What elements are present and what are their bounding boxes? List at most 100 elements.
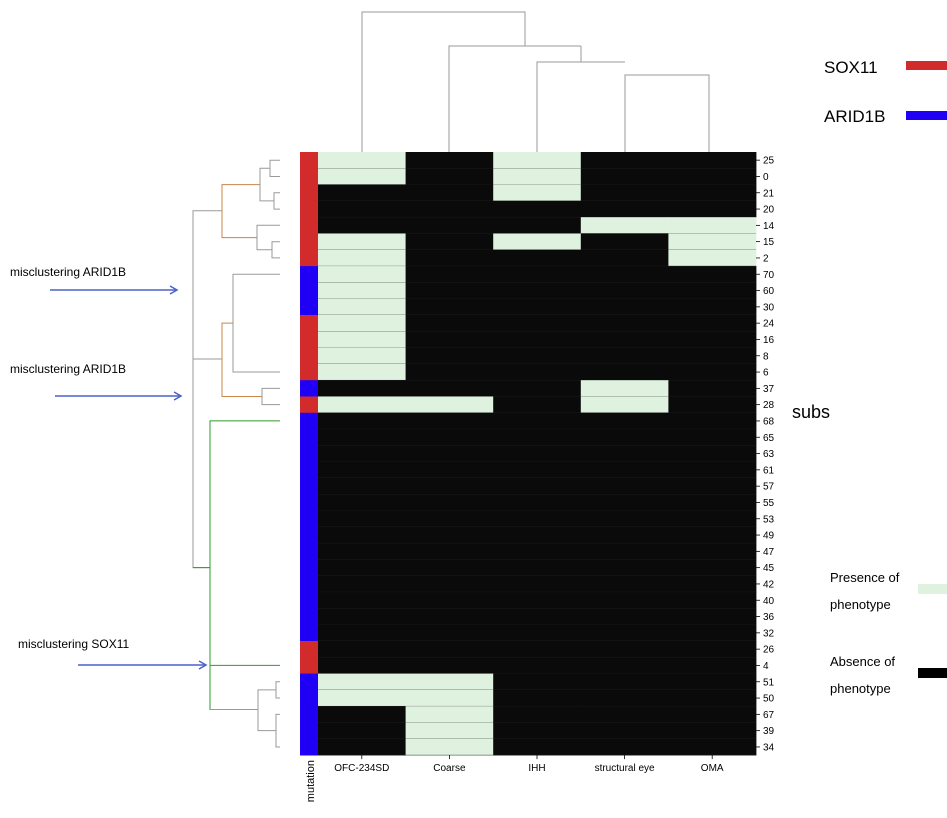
- heatmap-cell: [493, 363, 582, 381]
- heatmap-cell: [580, 184, 669, 202]
- legend-label-sox11: SOX11: [824, 58, 878, 77]
- heatmap-cell: [493, 575, 582, 593]
- heatmap-cell: [493, 689, 582, 707]
- heatmap-cell: [580, 331, 669, 348]
- heatmap-cell: [405, 706, 494, 723]
- heatmap-cell: [493, 738, 582, 756]
- row-dendrogram-link: [209, 420, 280, 666]
- heatmap-cell: [668, 282, 757, 300]
- row-label: 45: [763, 563, 775, 574]
- heatmap-cell: [668, 184, 757, 202]
- heatmap-cell: [668, 331, 757, 348]
- column-label: IHH: [528, 763, 545, 774]
- heatmap-cell: [405, 233, 494, 251]
- heatmap-cell: [318, 266, 406, 283]
- heatmap-cell: [668, 494, 757, 511]
- heatmap-cell: [405, 412, 494, 430]
- heatmap-cell: [318, 592, 406, 609]
- heatmap-cell: [580, 152, 669, 169]
- heatmap-cell: [493, 543, 582, 560]
- heatmap-cell: [318, 559, 406, 577]
- heatmap-cell: [580, 461, 669, 479]
- heatmap-cell: [405, 673, 494, 691]
- mutation-cell: [300, 689, 318, 707]
- mutation-cell: [300, 347, 318, 365]
- legend-presence-line1: Presence of: [830, 570, 900, 585]
- mutation-cell: [300, 168, 318, 185]
- heatmap-cell: [493, 396, 582, 414]
- heatmap-cell: [668, 608, 757, 626]
- row-dendrogram-link: [221, 322, 262, 397]
- heatmap-cell: [405, 363, 494, 381]
- mutation-axis-label: mutation: [305, 760, 317, 802]
- heatmap-cell: [493, 510, 582, 528]
- heatmap-cell: [493, 461, 582, 479]
- row-dendrogram-link: [192, 210, 222, 360]
- heatmap-cell: [318, 478, 406, 495]
- column-label: structural eye: [595, 763, 655, 774]
- heatmap-cell: [318, 249, 406, 267]
- row-label: 26: [763, 645, 775, 656]
- row-label: 16: [763, 335, 775, 346]
- heatmap-cell: [668, 298, 757, 316]
- row-label: 57: [763, 482, 775, 493]
- mutation-cell: [300, 641, 318, 658]
- heatmap-cell: [405, 478, 494, 495]
- heatmap-cell: [318, 608, 406, 626]
- heatmap-cell: [493, 673, 582, 691]
- heatmap-cell: [318, 347, 406, 365]
- heatmap-cell: [493, 608, 582, 626]
- row-label: 21: [763, 188, 775, 199]
- heatmap-cell: [580, 624, 669, 642]
- legend-swatch-absence: [918, 668, 947, 678]
- heatmap-cell: [580, 249, 669, 267]
- column-label: Coarse: [433, 763, 466, 774]
- heatmap-cell: [493, 641, 582, 658]
- heatmap-cell: [405, 396, 494, 414]
- row-label: 67: [763, 710, 775, 721]
- heatmap-cell: [318, 152, 406, 169]
- heatmap-cell: [493, 380, 582, 397]
- heatmap-cell: [405, 347, 494, 365]
- row-label: 15: [763, 237, 775, 248]
- heatmap-cell: [668, 641, 757, 658]
- row-dendrogram-link: [257, 689, 276, 732]
- mutation-cell: [300, 738, 318, 756]
- heatmap-cell: [318, 184, 406, 202]
- heatmap-cell: [405, 510, 494, 528]
- heatmap-cell: [318, 706, 406, 723]
- subs-axis-label: subs: [792, 402, 830, 422]
- heatmap-cell: [318, 575, 406, 593]
- heatmap-cell: [668, 347, 757, 365]
- heatmap-cell: [580, 559, 669, 577]
- annotation-misclustering-arid1b-2: misclustering ARID1B: [10, 362, 126, 376]
- heatmap-cell: [668, 673, 757, 691]
- row-labels: 25 0 21 20 14 15 2 70 60 30 24 16 8 6 37 28 68 65 63 61 57 55…: [756, 156, 775, 753]
- heatmap-cell: [668, 510, 757, 528]
- heatmap-cell: [668, 429, 757, 446]
- row-dendrogram-link: [232, 273, 280, 373]
- heatmap-cell: [668, 526, 757, 544]
- heatmap-cell: [318, 689, 406, 707]
- heatmap-cell: [318, 315, 406, 332]
- mutation-cell: [300, 298, 318, 316]
- heatmap-cell: [318, 412, 406, 430]
- heatmap-cell: [493, 347, 582, 365]
- row-label: 53: [763, 514, 775, 525]
- heatmap-cell: [405, 575, 494, 593]
- heatmap-cell: [580, 641, 669, 658]
- mutation-cell: [300, 217, 318, 234]
- heatmap-cell: [405, 624, 494, 642]
- heatmap-cell: [493, 282, 582, 300]
- heatmap-cell: [493, 266, 582, 283]
- heatmap-cell: [580, 657, 669, 674]
- heatmap-cell: [405, 526, 494, 544]
- column-label: OMA: [701, 763, 724, 774]
- heatmap-cell: [405, 445, 494, 463]
- heatmap-cell: [405, 559, 494, 577]
- legend-presence-line2: phenotype: [830, 597, 891, 612]
- legend-swatch-sox11: [906, 61, 947, 70]
- heatmap-cell: [668, 445, 757, 463]
- heatmap-cell: [318, 657, 406, 674]
- mutation-cell: [300, 445, 318, 463]
